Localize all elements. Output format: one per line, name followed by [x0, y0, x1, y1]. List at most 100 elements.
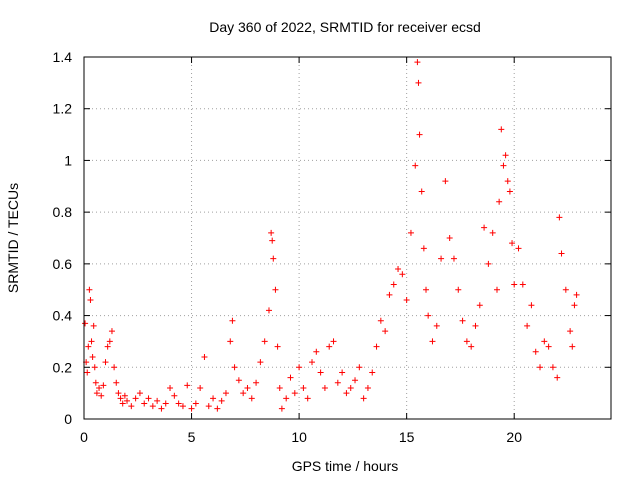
data-point: [88, 338, 95, 345]
y-tick-label: 0.4: [53, 308, 73, 324]
data-point: [412, 162, 419, 169]
data-point: [334, 379, 341, 386]
data-point: [192, 400, 199, 407]
data-point: [562, 286, 569, 293]
data-point: [545, 343, 552, 350]
y-tick-label: 1.4: [53, 49, 73, 65]
data-point: [272, 286, 279, 293]
x-tick-label: 20: [506, 429, 522, 445]
data-point: [569, 343, 576, 350]
data-point: [92, 379, 99, 386]
x-tick-label: 10: [291, 429, 307, 445]
data-point: [87, 297, 94, 304]
data-point: [549, 364, 556, 371]
data-point: [459, 317, 466, 324]
data-point: [369, 369, 376, 376]
data-point: [98, 392, 105, 399]
data-point: [104, 343, 111, 350]
data-point: [493, 286, 500, 293]
data-point: [108, 328, 115, 335]
data-point: [420, 245, 427, 252]
chart-title: Day 360 of 2022, SRMTID for receiver ecs…: [209, 19, 481, 35]
data-point: [558, 250, 565, 257]
data-point: [106, 338, 113, 345]
data-point: [276, 384, 283, 391]
data-point: [414, 59, 421, 66]
data-point: [141, 400, 148, 407]
data-point: [304, 395, 311, 402]
data-point: [179, 403, 186, 410]
data-point: [167, 384, 174, 391]
data-point: [117, 395, 124, 402]
data-point: [532, 348, 539, 355]
data-point: [423, 286, 430, 293]
data-point: [265, 307, 272, 314]
data-point: [227, 338, 234, 345]
data-point: [154, 397, 161, 404]
data-point: [229, 317, 236, 324]
data-point: [124, 397, 131, 404]
data-point: [291, 390, 298, 397]
data-point: [253, 379, 260, 386]
data-point: [416, 131, 423, 138]
data-point: [136, 390, 143, 397]
data-point: [82, 320, 89, 327]
data-point: [442, 178, 449, 185]
data-point: [425, 312, 432, 319]
grid-layer: [84, 57, 611, 419]
data-point: [450, 255, 457, 262]
data-point: [86, 286, 93, 293]
data-point: [188, 405, 195, 412]
data-point: [278, 405, 285, 412]
data-point: [222, 390, 229, 397]
data-point: [390, 281, 397, 288]
data-point: [317, 369, 324, 376]
data-point: [309, 359, 316, 366]
data-point: [476, 302, 483, 309]
data-point: [115, 390, 122, 397]
data-point: [511, 281, 518, 288]
data-point: [524, 322, 531, 329]
data-point: [96, 384, 103, 391]
data-point: [509, 240, 516, 247]
data-point: [89, 353, 96, 360]
data-point: [231, 364, 238, 371]
data-point: [162, 400, 169, 407]
x-axis-label: GPS time / hours: [292, 458, 399, 474]
data-point: [373, 343, 380, 350]
data-point: [197, 384, 204, 391]
data-point: [446, 235, 453, 241]
data-point: [356, 364, 363, 371]
data-point: [270, 255, 277, 262]
y-tick-label: 0.8: [53, 204, 73, 220]
data-point: [296, 364, 303, 371]
data-point: [283, 395, 290, 402]
data-point: [386, 291, 393, 298]
y-tick-label: 0.2: [53, 359, 73, 375]
data-point: [468, 343, 475, 350]
x-tick-label: 0: [80, 429, 88, 445]
data-point: [339, 369, 346, 376]
data-point: [121, 392, 128, 399]
data-point: [90, 322, 97, 329]
data-point: [128, 403, 135, 410]
data-point: [149, 403, 156, 410]
data-point: [257, 359, 264, 366]
data-point: [485, 260, 492, 267]
data-point: [382, 328, 389, 335]
data-point: [415, 79, 422, 86]
data-point: [519, 281, 526, 288]
data-point: [91, 364, 98, 371]
data-point: [506, 188, 513, 195]
y-tick-label: 1.2: [53, 101, 73, 117]
data-point: [214, 405, 221, 412]
data-point: [395, 266, 402, 273]
data-point: [326, 343, 333, 350]
data-point: [515, 245, 522, 252]
data-point: [377, 317, 384, 324]
data-point: [113, 379, 120, 386]
y-tick-label: 0.6: [53, 256, 73, 272]
data-point: [498, 126, 505, 133]
data-point: [184, 382, 191, 389]
